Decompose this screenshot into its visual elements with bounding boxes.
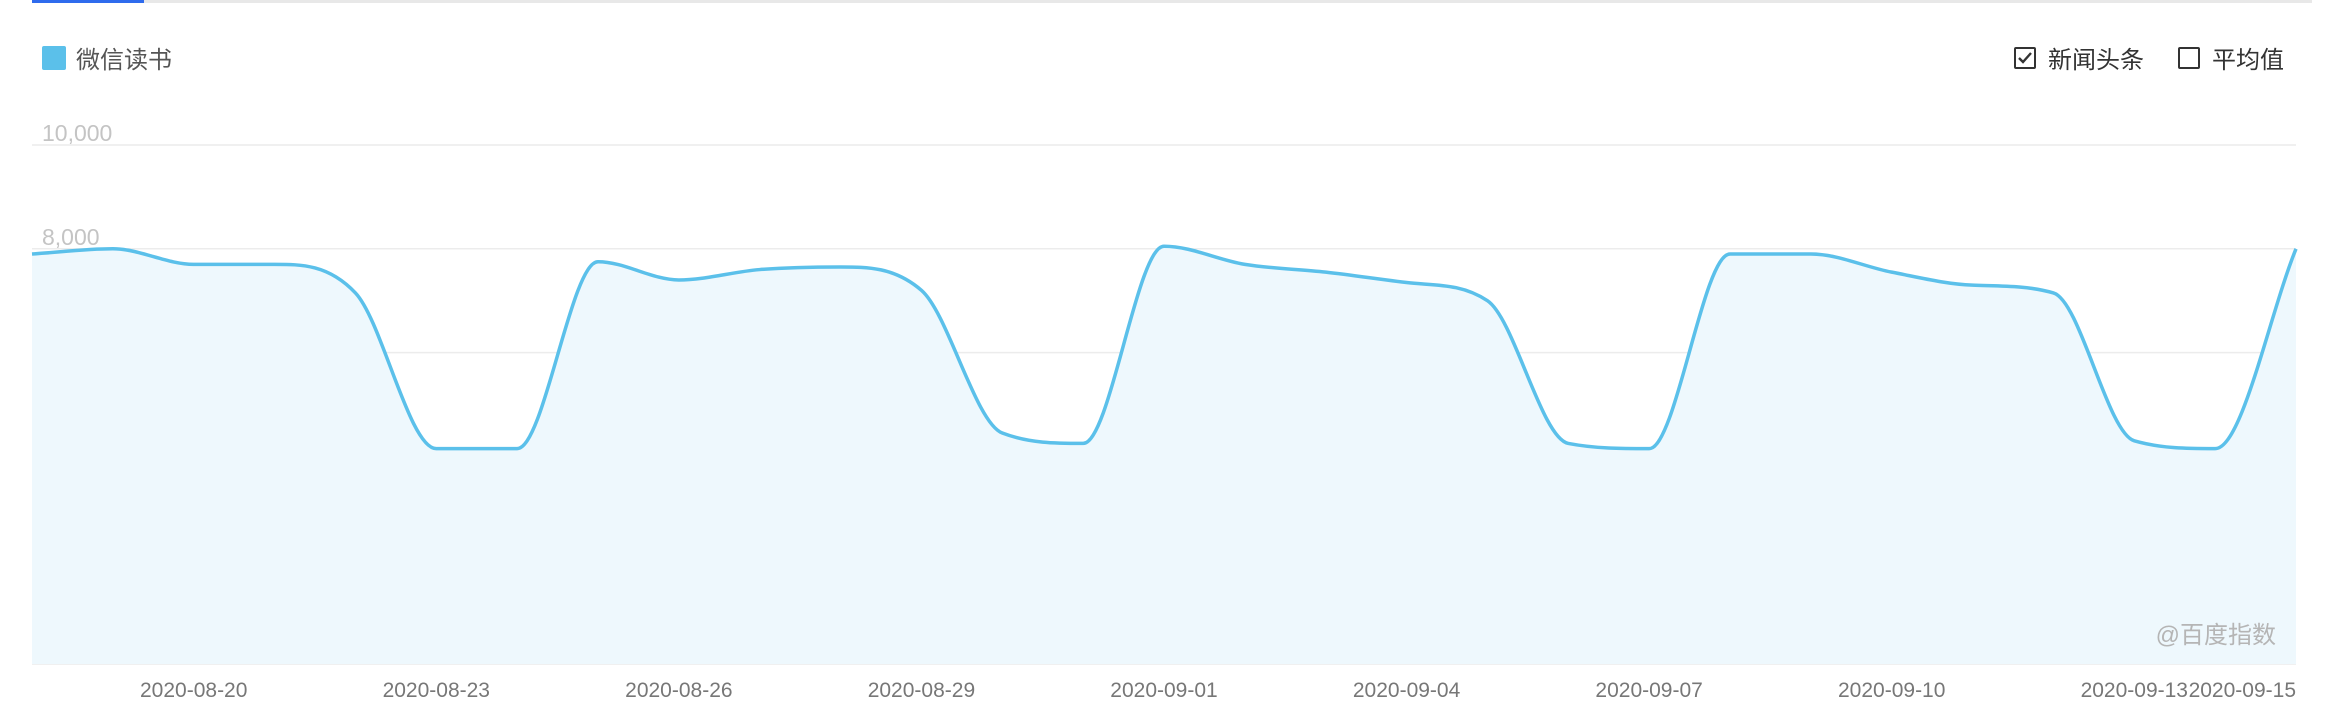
x-tick-label: 2020-09-10 — [1838, 679, 1945, 702]
active-tab-indicator — [32, 0, 144, 3]
data-point[interactable] — [592, 256, 604, 268]
data-point[interactable] — [1886, 266, 1898, 278]
x-tick-label: 2020-09-13 — [2081, 679, 2188, 702]
data-point[interactable] — [1077, 437, 1089, 449]
legend-item-series[interactable]: 微信读书 — [42, 40, 172, 75]
data-point[interactable] — [1724, 248, 1736, 260]
x-axis-ticks: 2020-08-20 2020-08-23 2020-08-26 2020-08-29… — [140, 679, 2296, 702]
x-tick-label: 2020-08-26 — [625, 679, 732, 702]
data-point[interactable] — [26, 248, 38, 260]
data-point[interactable] — [2128, 435, 2140, 447]
data-point[interactable] — [2047, 287, 2059, 299]
comparison-toggles: 新闻头条 平均值 — [1980, 40, 2284, 75]
data-point[interactable] — [915, 284, 927, 296]
data-point[interactable] — [2290, 243, 2302, 255]
data-point[interactable] — [1643, 443, 1655, 455]
checkbox-checked-icon[interactable] — [2014, 46, 2036, 69]
data-point[interactable] — [996, 427, 1008, 439]
data-point[interactable] — [1401, 277, 1413, 289]
x-tick-label: 2020-09-07 — [1595, 679, 1702, 702]
data-point[interactable] — [1481, 295, 1493, 307]
x-tick-label: 2020-09-01 — [1110, 679, 1217, 702]
data-point[interactable] — [1158, 240, 1170, 252]
legend-label: 微信读书 — [76, 46, 172, 74]
data-point[interactable] — [1239, 258, 1251, 270]
x-tick-label: 2020-08-20 — [140, 679, 247, 702]
data-point[interactable] — [1320, 266, 1332, 278]
data-point[interactable] — [430, 443, 442, 455]
x-tick-label: 2020-08-23 — [383, 679, 490, 702]
data-point[interactable] — [835, 261, 847, 273]
checkbox-empty-icon[interactable] — [2178, 46, 2200, 69]
data-point[interactable] — [188, 258, 200, 270]
series-area — [32, 246, 2296, 664]
toggle-label: 平均值 — [2212, 46, 2284, 74]
series-line — [31, 244, 2298, 451]
data-point[interactable] — [107, 243, 119, 255]
data-point[interactable] — [1805, 248, 1817, 260]
data-point[interactable] — [2209, 443, 2221, 455]
y-tick-label: 8,000 — [42, 224, 100, 250]
data-point[interactable] — [1562, 437, 1574, 449]
top-divider — [32, 0, 2312, 3]
data-point[interactable] — [673, 274, 685, 286]
data-point[interactable] — [349, 287, 361, 299]
toggle-label: 新闻头条 — [2048, 46, 2144, 74]
data-point[interactable] — [511, 443, 523, 455]
x-tick-label: 2020-08-29 — [868, 679, 975, 702]
y-tick-label: 10,000 — [42, 120, 112, 146]
legend-swatch — [42, 45, 66, 70]
data-point[interactable] — [754, 264, 766, 276]
toggle-news-headline[interactable]: 新闻头条 — [2014, 40, 2144, 75]
data-point[interactable] — [1967, 279, 1979, 291]
watermark: @百度指数 — [2156, 622, 2276, 649]
data-point[interactable] — [269, 258, 281, 270]
x-tick-label: 2020-09-04 — [1353, 679, 1461, 702]
x-tick-label: 2020-09-15 — [2189, 679, 2296, 702]
toggle-average[interactable]: 平均值 — [2178, 40, 2284, 75]
